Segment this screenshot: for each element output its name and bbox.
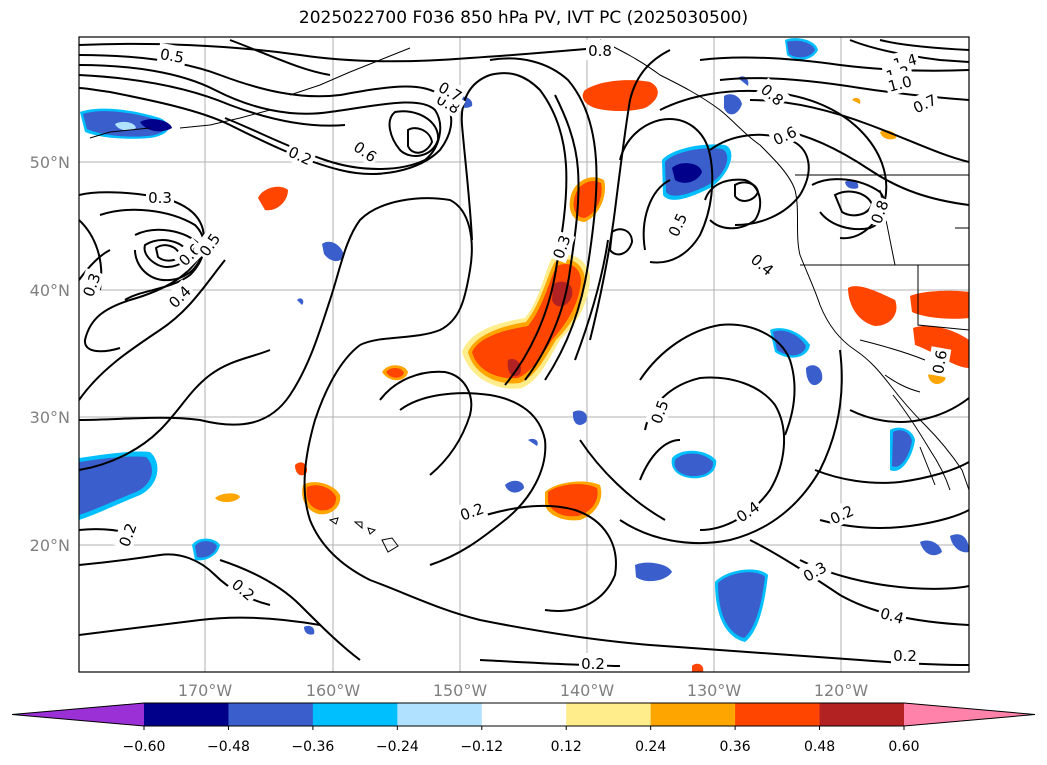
positive-anomaly-regions xyxy=(215,80,969,672)
coastline xyxy=(599,39,969,491)
colorbar-segment xyxy=(312,703,398,726)
colorbar-extend-low xyxy=(12,703,144,726)
latitude-labels: 50°N 40°N 30°N 20°N xyxy=(30,153,70,555)
colorbar-tick-label: 0.36 xyxy=(720,739,751,755)
colorbar-segment xyxy=(481,703,567,726)
colorbar-tick-label: −0.36 xyxy=(291,739,334,755)
colorbar-tick-label: 0.48 xyxy=(804,739,835,755)
lon-label-130w: 130°W xyxy=(687,681,742,700)
colorbar-tick-label: −0.48 xyxy=(207,739,250,755)
negative-anomaly-regions xyxy=(79,38,969,642)
lon-label-150w: 150°W xyxy=(433,681,488,700)
colorbar-segment xyxy=(650,703,736,726)
svg-text:0.3: 0.3 xyxy=(148,189,172,207)
lat-label-30: 30°N xyxy=(30,408,70,427)
colorbar-tick-label: −0.12 xyxy=(460,739,503,755)
lat-label-50: 50°N xyxy=(30,153,70,172)
svg-text:0.4: 0.4 xyxy=(878,604,906,628)
svg-text:1.0: 1.0 xyxy=(886,72,914,96)
lon-label-120w: 120°W xyxy=(814,681,869,700)
colorbar-tick-label: 0.24 xyxy=(635,739,666,755)
plot-title: 2025022700 F036 850 hPa PV, IVT PC (2025… xyxy=(298,8,749,28)
colorbar-segment xyxy=(566,703,652,726)
svg-text:0.5: 0.5 xyxy=(159,45,186,67)
lon-label-170w: 170°W xyxy=(178,681,233,700)
lon-label-140w: 140°W xyxy=(560,681,615,700)
lon-label-160w: 160°W xyxy=(306,681,361,700)
map-frame xyxy=(78,36,970,673)
colorbar-extend-high xyxy=(904,703,1035,726)
colorbar-segment xyxy=(819,703,905,726)
colorbar-segment xyxy=(144,703,229,726)
svg-text:0.8: 0.8 xyxy=(588,42,612,60)
svg-text:0.2: 0.2 xyxy=(581,655,605,673)
svg-text:0.6: 0.6 xyxy=(929,349,951,376)
colorbar: −0.60 −0.48 −0.36 −0.24 −0.12 0.12 0.24 0.36 0.4… xyxy=(11,702,1036,755)
colorbar-tick-label: −0.60 xyxy=(123,739,166,755)
map-area: 0.5 0.8 1.4 1.2 1.0 0.7 0.8 0.6 0.8 0.7 … xyxy=(79,37,969,673)
colorbar-segment xyxy=(228,703,314,726)
colorbar-segment xyxy=(397,703,483,726)
colorbar-tick-label: 0.12 xyxy=(551,739,582,755)
svg-text:0.2: 0.2 xyxy=(893,647,917,665)
longitude-labels: 170°W 160°W 150°W 140°W 130°W 120°W xyxy=(178,681,869,700)
colorbar-tick-label: 0.60 xyxy=(888,739,919,755)
colorbar-segment xyxy=(735,703,821,726)
lat-label-20: 20°N xyxy=(30,536,70,555)
lat-label-40: 40°N xyxy=(30,281,70,300)
colorbar-tick-label: −0.24 xyxy=(376,739,419,755)
pv-contours xyxy=(79,39,969,667)
